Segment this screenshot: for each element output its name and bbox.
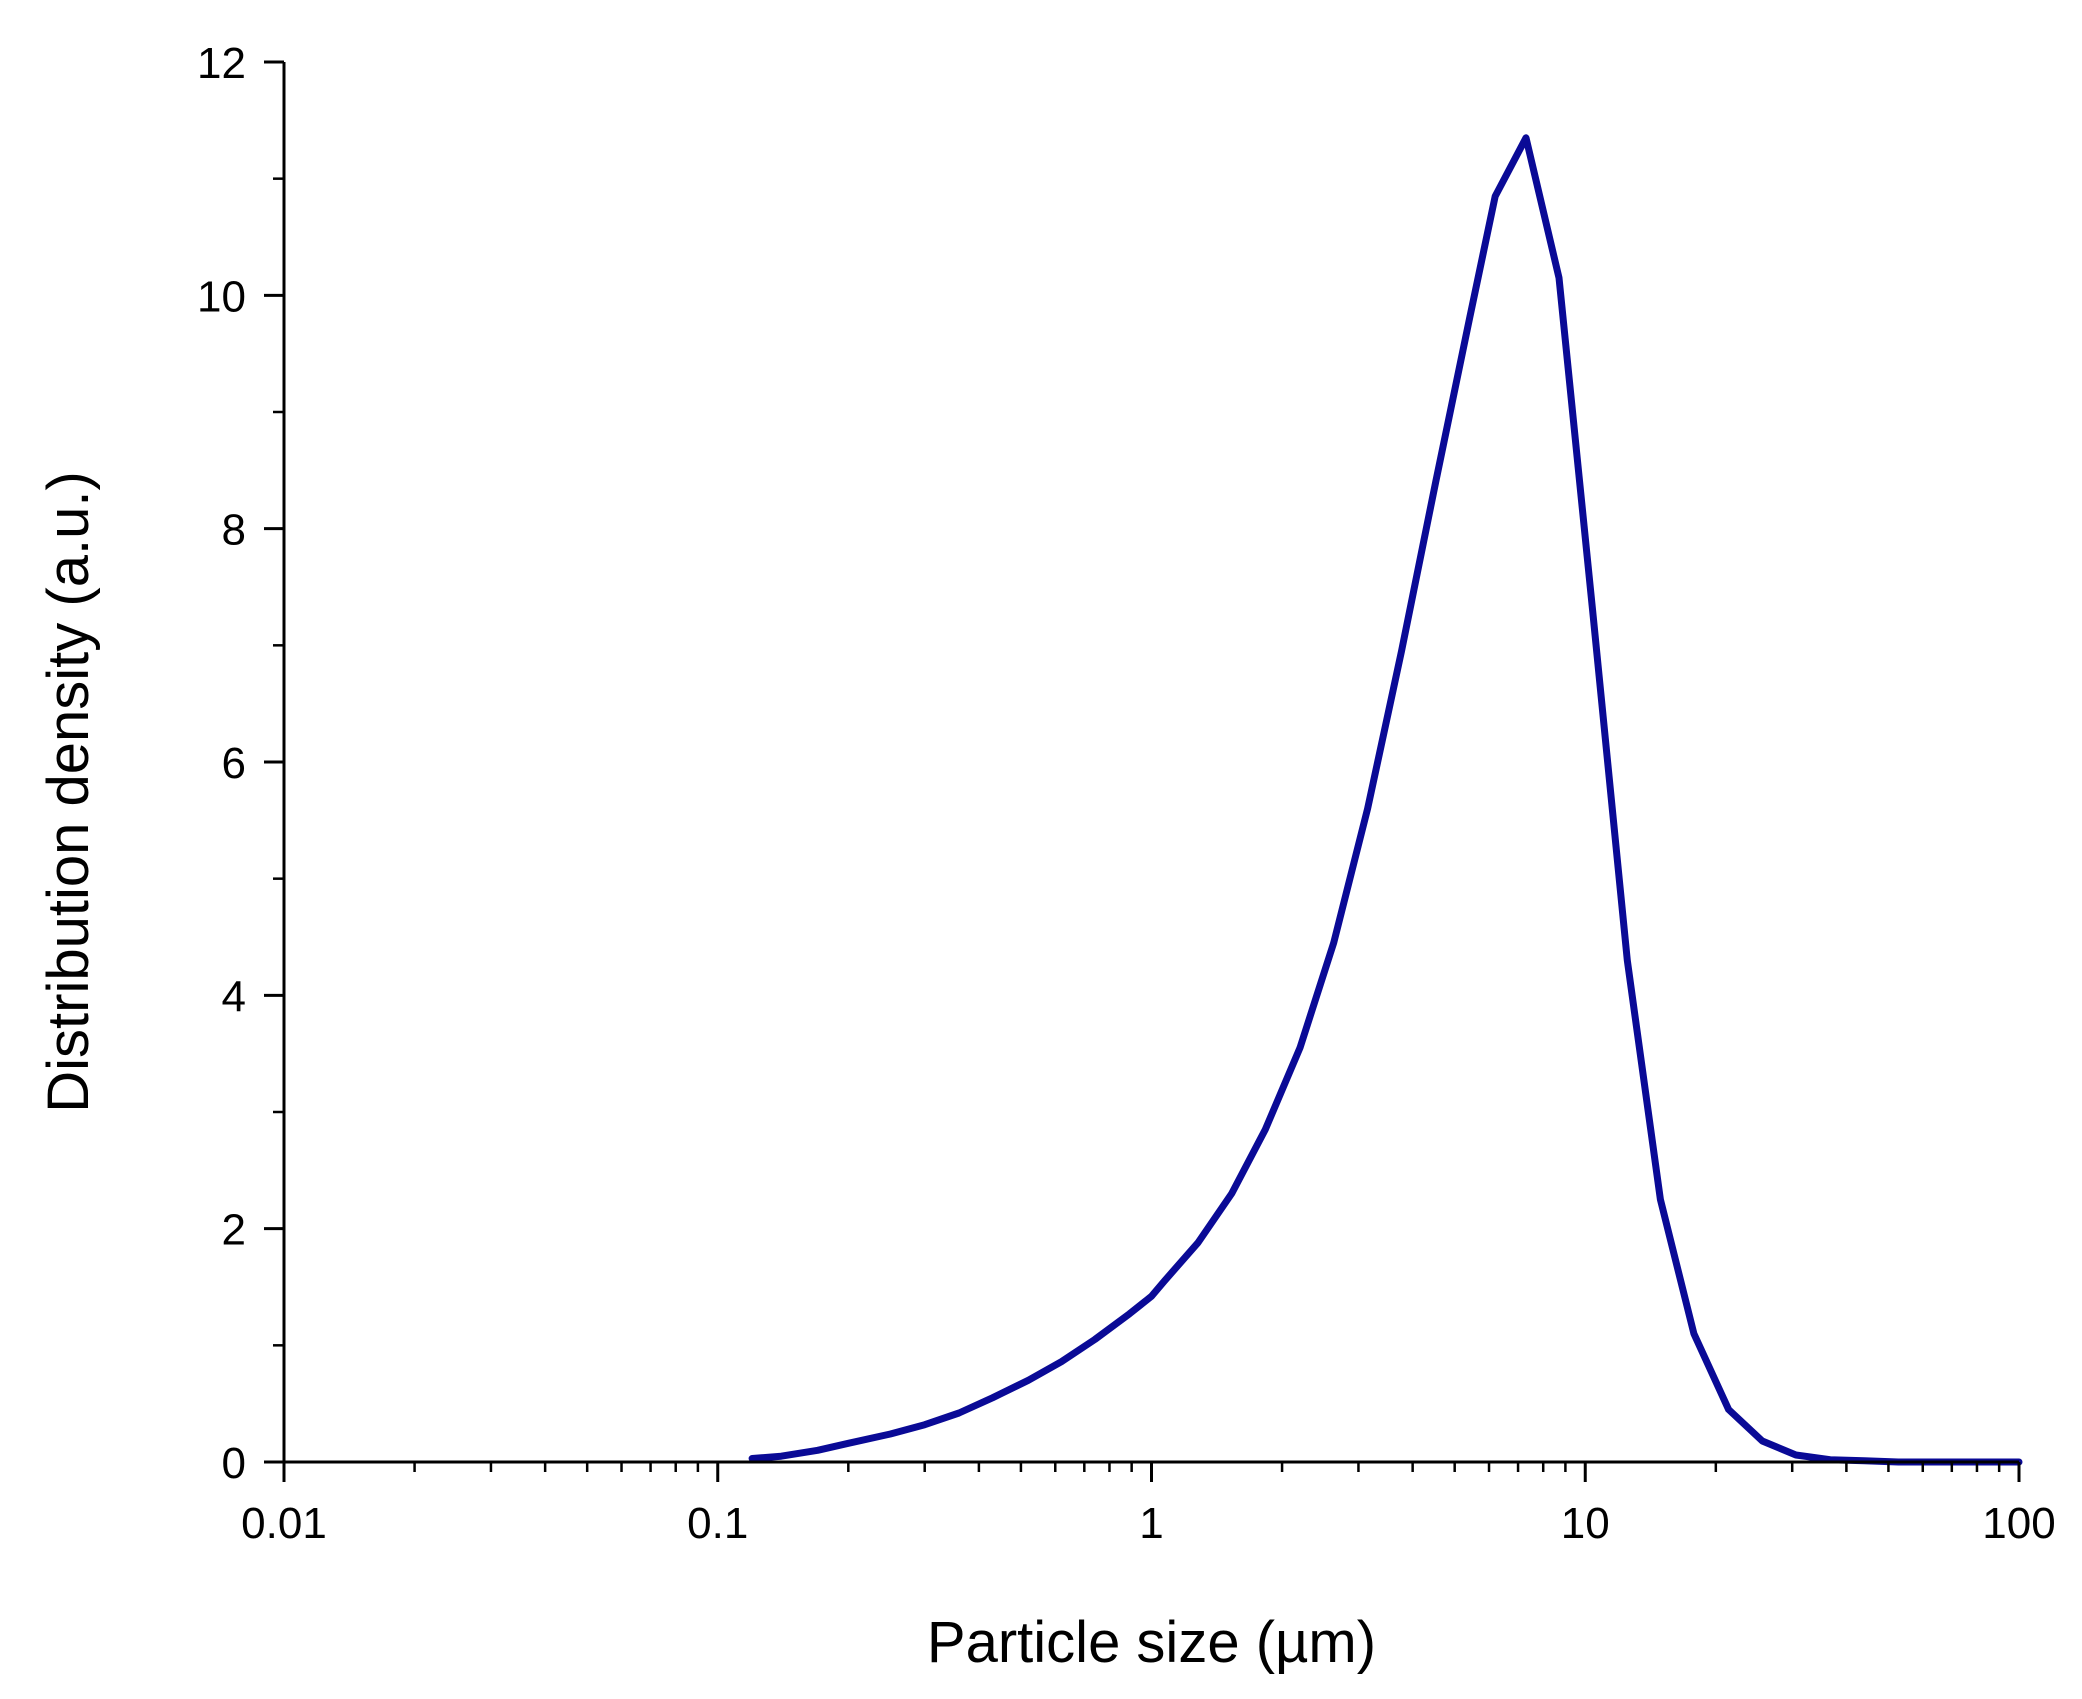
y-tick-label: 10 — [197, 272, 246, 321]
y-axis-ticks: 0 2 4 6 8 10 12 — [197, 39, 284, 1488]
x-tick-label: 1 — [1139, 1499, 1163, 1548]
y-axis-title: Distribution density (a.u.) — [36, 471, 101, 1112]
y-tick-label: 0 — [222, 1439, 246, 1488]
x-tick-label: 10 — [1561, 1499, 1610, 1548]
x-tick-label: 0.01 — [241, 1499, 327, 1548]
x-tick-label: 0.1 — [687, 1499, 748, 1548]
plot-area — [748, 134, 2023, 1466]
x-tick-label: 100 — [1982, 1499, 2055, 1548]
y-tick-label: 12 — [197, 39, 246, 88]
x-axis-title: Particle size (µm) — [927, 1610, 1376, 1675]
y-tick-label: 2 — [222, 1206, 246, 1255]
y-tick-label: 4 — [222, 972, 246, 1021]
y-tick-label: 6 — [222, 739, 246, 788]
series-line — [748, 134, 2023, 1466]
axes: 0.01 0.1 1 10 100 0 2 4 6 8 10 12 — [197, 39, 2056, 1548]
y-tick-label: 8 — [222, 506, 246, 555]
x-axis-ticks: 0.01 0.1 1 10 100 — [241, 1462, 2056, 1548]
